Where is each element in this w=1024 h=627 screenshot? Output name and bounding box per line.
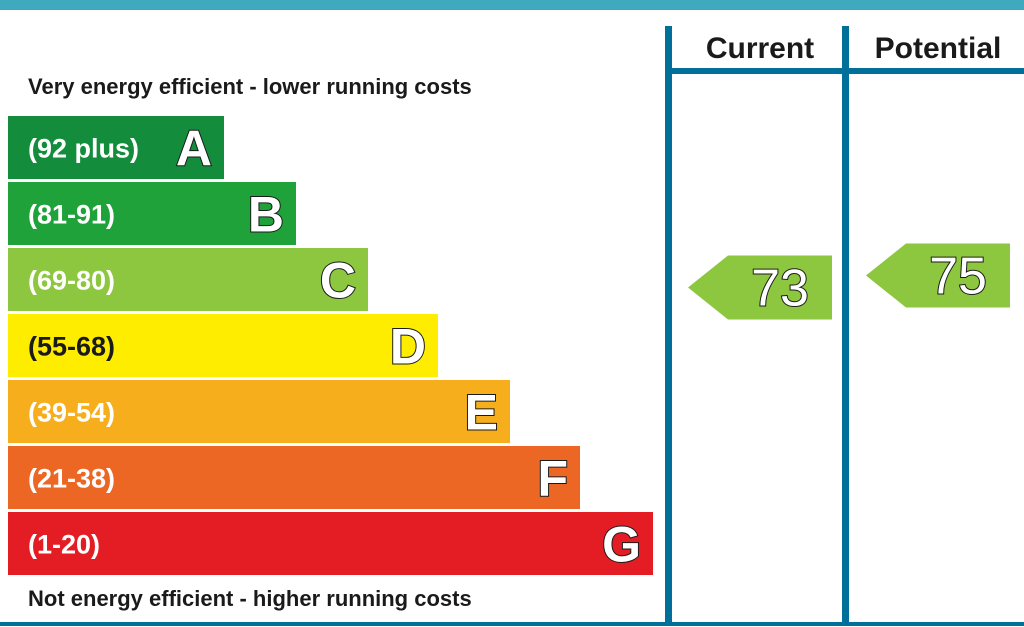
band-bar-c (8, 248, 368, 311)
bottom-rule (0, 622, 1024, 626)
band-bar-d (8, 314, 438, 377)
band-range-a: (92 plus) (28, 134, 139, 164)
band-letter-b: B (248, 187, 284, 243)
frame-line-middle (842, 26, 849, 624)
band-letter-d: D (390, 319, 426, 375)
band-bar-e (8, 380, 510, 443)
band-letter-f: F (537, 451, 568, 507)
frame-line-left (665, 26, 672, 624)
frame-header-rule (665, 68, 1024, 74)
caption-top: Very energy efficient - lower running co… (28, 74, 472, 99)
current-rating-arrow: 73 (688, 255, 832, 320)
band-bar-a (8, 116, 224, 179)
band-range-b: (81-91) (28, 200, 115, 230)
band-range-d: (55-68) (28, 332, 115, 362)
current-rating-shape (688, 255, 832, 320)
band-range-f: (21-38) (28, 464, 115, 494)
potential-rating-value: 75 (929, 248, 987, 306)
band-bar-b (8, 182, 296, 245)
band-letter-g: G (602, 517, 641, 573)
top-strip (0, 0, 1024, 10)
column-header-potential: Potential (875, 32, 1002, 65)
band-letter-c: C (320, 253, 356, 309)
band-bar-g (8, 512, 653, 575)
band-letter-e: E (465, 385, 498, 441)
band-range-c: (69-80) (28, 266, 115, 296)
caption-bottom: Not energy efficient - higher running co… (28, 586, 472, 611)
band-range-g: (1-20) (28, 530, 100, 560)
column-frame (665, 26, 1024, 624)
rating-bands: (92 plus) A (81-91) B (69-80) C (55-68) D (39-54… (8, 116, 653, 575)
potential-rating-arrow: 75 (866, 243, 1010, 308)
potential-rating-shape (866, 243, 1010, 308)
band-letter-a: A (176, 121, 212, 177)
band-bar-f (8, 446, 580, 509)
column-header-current: Current (706, 32, 814, 65)
current-rating-value: 73 (751, 260, 809, 318)
band-range-e: (39-54) (28, 398, 115, 428)
